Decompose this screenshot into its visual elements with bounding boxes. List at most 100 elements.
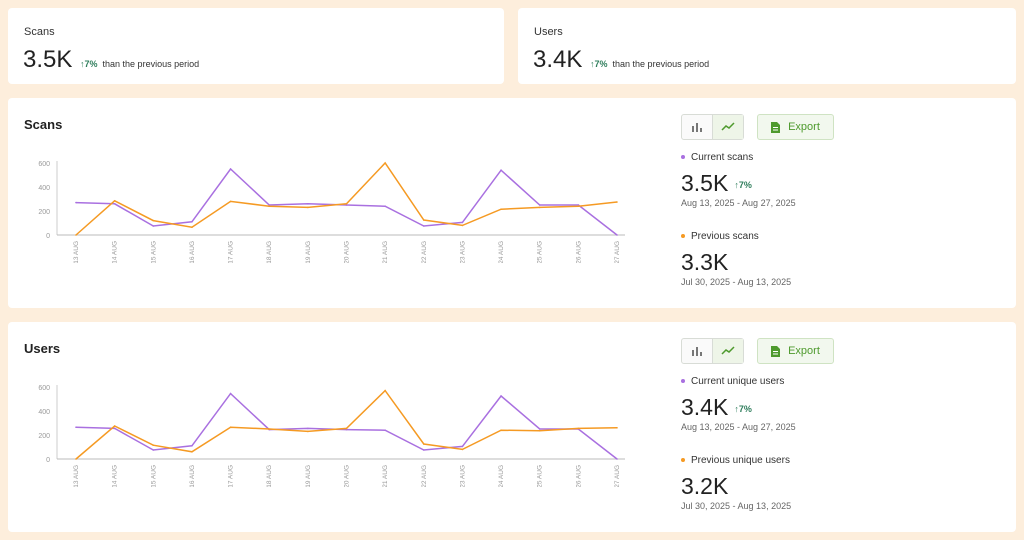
x-tick-label: 27 AUG: [614, 241, 621, 263]
legend-current: Current scans: [681, 152, 753, 163]
line-chart-icon: [721, 122, 735, 131]
data-point: [229, 392, 232, 395]
arrow-up-icon: ↑: [590, 59, 595, 69]
current-value: 3.4K ↑7%: [681, 394, 752, 420]
data-point: [616, 427, 618, 429]
x-tick-label: 25 AUG: [537, 241, 544, 263]
data-point: [268, 428, 271, 430]
data-point: [422, 219, 425, 221]
data-point: [307, 430, 309, 433]
summary-card-users: Users 3.4K ↑7% than the previous period: [518, 8, 1016, 84]
y-tick-label: 600: [38, 161, 50, 168]
data-point: [113, 425, 116, 427]
line-chart-button[interactable]: [712, 339, 743, 363]
x-tick-label: 27 AUG: [614, 465, 621, 487]
summary-change: ↑7% than the previous period: [80, 59, 200, 69]
previous-range: Jul 30, 2025 - Aug 13, 2025: [681, 277, 792, 287]
data-point: [616, 458, 618, 460]
y-tick-label: 600: [38, 385, 50, 392]
data-point: [538, 428, 541, 430]
summary-value: 3.5K: [23, 46, 73, 73]
data-point: [345, 427, 348, 430]
x-tick-label: 21 AUG: [382, 465, 389, 487]
data-point: [152, 225, 155, 227]
data-point: [75, 458, 77, 460]
x-tick-label: 17 AUG: [228, 241, 235, 263]
data-point: [229, 426, 232, 428]
data-point: [500, 208, 502, 210]
line-chart-button[interactable]: [712, 115, 743, 139]
data-point: [345, 203, 348, 205]
x-tick-label: 20 AUG: [344, 241, 351, 263]
data-point: [422, 443, 425, 445]
bar-chart-button[interactable]: [682, 115, 712, 139]
data-point: [461, 448, 464, 451]
data-point: [422, 225, 425, 227]
data-point: [152, 444, 155, 446]
x-tick-label: 23 AUG: [459, 241, 466, 263]
chart-type-toggle[interactable]: [681, 338, 744, 364]
data-point: [538, 206, 541, 209]
y-tick-label: 0: [46, 457, 50, 464]
data-point: [461, 221, 464, 224]
document-icon: [771, 121, 781, 133]
line-chart: 0 200 400 600 13 AUG 14 AUG 15 AUG 16 AUG 17 AUG…: [38, 161, 625, 263]
x-tick-label: 15 AUG: [150, 465, 157, 487]
summary-value: 3.4K: [533, 46, 583, 73]
legend-previous: Previous unique users: [681, 455, 790, 466]
chart-panel: Scans 0 200 400 600 13 AUG 14 AUG 15 AUG 16 AUG…: [8, 98, 1016, 308]
dot-icon: [681, 155, 685, 160]
data-point: [191, 221, 193, 223]
data-point: [577, 204, 580, 206]
x-tick-label: 25 AUG: [537, 465, 544, 487]
current-series-line: [75, 392, 618, 460]
x-tick-label: 13 AUG: [73, 241, 80, 263]
data-point: [500, 429, 502, 431]
legend-previous: Previous scans: [681, 231, 759, 242]
data-point: [191, 451, 193, 453]
export-button[interactable]: Export: [757, 114, 834, 140]
legend-current: Current unique users: [681, 376, 784, 387]
panel-title: Users: [24, 341, 61, 356]
x-tick-label: 24 AUG: [498, 465, 505, 487]
x-tick-label: 19 AUG: [305, 241, 312, 263]
x-tick-label: 15 AUG: [150, 241, 157, 263]
data-point: [152, 449, 155, 451]
x-tick-label: 14 AUG: [112, 241, 119, 263]
export-button[interactable]: Export: [757, 338, 834, 364]
data-point: [307, 206, 309, 209]
x-tick-label: 23 AUG: [459, 465, 466, 487]
data-point: [307, 203, 309, 205]
chart-panel: Users 0 200 400 600 13 AUG 14 AUG 15 AUG 16 AUG…: [8, 322, 1016, 532]
data-point: [113, 200, 116, 202]
y-tick-label: 200: [38, 209, 50, 216]
y-tick-label: 400: [38, 409, 50, 416]
bar-chart-button[interactable]: [682, 339, 712, 363]
dot-icon: [681, 234, 685, 239]
current-range: Aug 13, 2025 - Aug 27, 2025: [681, 198, 796, 208]
change-badge: ↑7%: [734, 403, 752, 414]
document-icon: [771, 345, 781, 357]
data-point: [461, 445, 464, 448]
data-point: [422, 449, 425, 451]
panel-title: Scans: [24, 117, 63, 132]
chart-type-toggle[interactable]: [681, 114, 744, 140]
y-tick-label: 200: [38, 433, 50, 440]
previous-value: 3.2K: [681, 473, 729, 499]
data-point: [75, 426, 77, 428]
data-point: [500, 395, 502, 397]
data-point: [113, 427, 116, 430]
data-point: [616, 201, 618, 203]
data-point: [384, 205, 386, 207]
data-point: [113, 203, 116, 205]
data-point: [345, 428, 348, 431]
data-point: [577, 427, 580, 430]
x-tick-label: 18 AUG: [266, 241, 273, 263]
dot-icon: [681, 379, 685, 384]
x-tick-label: 17 AUG: [228, 465, 235, 487]
x-tick-label: 21 AUG: [382, 241, 389, 263]
data-point: [191, 445, 193, 447]
line-chart-icon: [721, 346, 735, 355]
data-point: [229, 200, 232, 203]
line-chart: 0 200 400 600 13 AUG 14 AUG 15 AUG 16 AUG 17 AUG…: [38, 385, 625, 487]
